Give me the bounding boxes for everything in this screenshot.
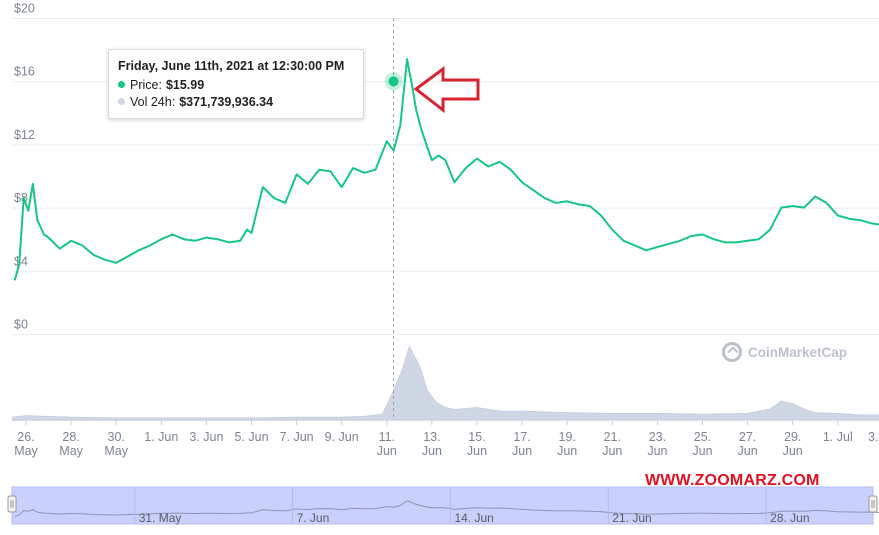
range-navigator: 31. May 7. Jun 14. Jun 21. Jun 28. Jun <box>7 486 879 525</box>
x-tick-sublabel: May <box>59 444 83 458</box>
x-tick-sublabel: Jun <box>692 444 712 458</box>
x-tick-sublabel: Jun <box>602 444 622 458</box>
annotation-arrow-icon <box>413 66 480 114</box>
x-tick-label: 29. <box>784 430 801 444</box>
handle-body[interactable] <box>7 495 17 513</box>
tooltip-title: Friday, June 11th, 2021 at 12:30:00 PM <box>118 59 345 73</box>
navigator-left-handle[interactable] <box>7 495 17 513</box>
navigator-label: 28. Jun <box>770 511 809 525</box>
coinmarketcap-watermark: CoinMarketCap <box>722 342 847 362</box>
x-tick-sublabel: Jun <box>377 444 397 458</box>
x-tick-label: 15. <box>468 430 485 444</box>
y-tick-label: $0 <box>14 318 28 332</box>
site-banner: WWW.ZOOMARZ.COM <box>645 472 820 489</box>
price-series <box>13 58 879 281</box>
tooltip-volume-value: $371,739,936.34 <box>179 94 274 109</box>
x-tick-sublabel: Jun <box>512 444 532 458</box>
x-tick-label: 3. Jul <box>868 430 879 444</box>
x-tick-label: 23. <box>649 430 666 444</box>
navigator-label: 14. Jun <box>454 511 493 525</box>
x-tick-label: 26. <box>17 430 34 444</box>
x-tick-sublabel: Jun <box>557 444 577 458</box>
y-axis-ticks: $20$16$12$8$4$0 <box>14 2 35 332</box>
x-tick-sublabel: Jun <box>422 444 442 458</box>
x-tick-label: 19. <box>559 430 576 444</box>
x-tick-sublabel: May <box>104 444 128 458</box>
x-tick-label: 21. <box>604 430 621 444</box>
y-tick-label: $20 <box>14 2 35 16</box>
tooltip-volume-row: Vol 24h: $371,739,936.34 <box>118 93 363 110</box>
red-arrow-icon <box>413 66 480 114</box>
tooltip-price-value: $15.99 <box>165 77 205 92</box>
navigator-selection[interactable] <box>11 486 874 525</box>
volume-series <box>12 345 879 421</box>
navigator-right-handle[interactable] <box>868 495 878 513</box>
x-tick-sublabel: May <box>14 444 38 458</box>
hover-point[interactable] <box>388 76 399 87</box>
x-tick-label: 27. <box>739 430 756 444</box>
x-tick-sublabel: Jun <box>783 444 803 458</box>
x-tick-label: 7. Jun <box>280 430 314 444</box>
handle-body[interactable] <box>868 495 878 513</box>
volume-area <box>12 345 879 421</box>
hover-tooltip: Friday, June 11th, 2021 at 12:30:00 PM P… <box>108 49 364 119</box>
y-tick-label: $16 <box>14 65 35 79</box>
hover-crosshair <box>384 18 403 420</box>
x-tick-label: 28. <box>62 430 79 444</box>
navigator-label: 31. May <box>139 511 182 525</box>
tooltip-volume-label: Vol 24h: <box>130 94 176 109</box>
x-tick-label: 3. Jun <box>189 430 223 444</box>
x-tick-label: 1. Jun <box>144 430 178 444</box>
x-tick-label: 25. <box>694 430 711 444</box>
tooltip-price-row: Price: $15.99 <box>118 76 363 93</box>
y-tick-label: $4 <box>14 254 28 268</box>
x-tick-label: 13. <box>423 430 440 444</box>
x-tick-label: 11. <box>379 430 395 444</box>
x-tick-label: 1. Jul <box>823 430 853 444</box>
y-tick-label: $12 <box>14 128 35 142</box>
x-tick-sublabel: Jun <box>738 444 758 458</box>
coinmarketcap-logo-icon <box>722 342 742 362</box>
volume-dot-icon <box>118 98 125 105</box>
x-tick-label: 17. <box>513 430 530 444</box>
price-line[interactable] <box>13 58 879 281</box>
watermark-text: CoinMarketCap <box>748 344 848 360</box>
navigator-label: 21. Jun <box>612 511 651 525</box>
x-tick-sublabel: Jun <box>647 444 667 458</box>
x-tick-label: 5. Jun <box>234 430 268 444</box>
x-tick-sublabel: Jun <box>467 444 487 458</box>
navigator-label: 7. Jun <box>297 511 330 525</box>
x-tick-label: 9. Jun <box>325 430 359 444</box>
navigator-line <box>14 500 879 517</box>
x-tick-label: 30. <box>108 430 125 444</box>
price-dot-icon <box>118 81 125 88</box>
tooltip-price-label: Price: <box>130 77 162 92</box>
